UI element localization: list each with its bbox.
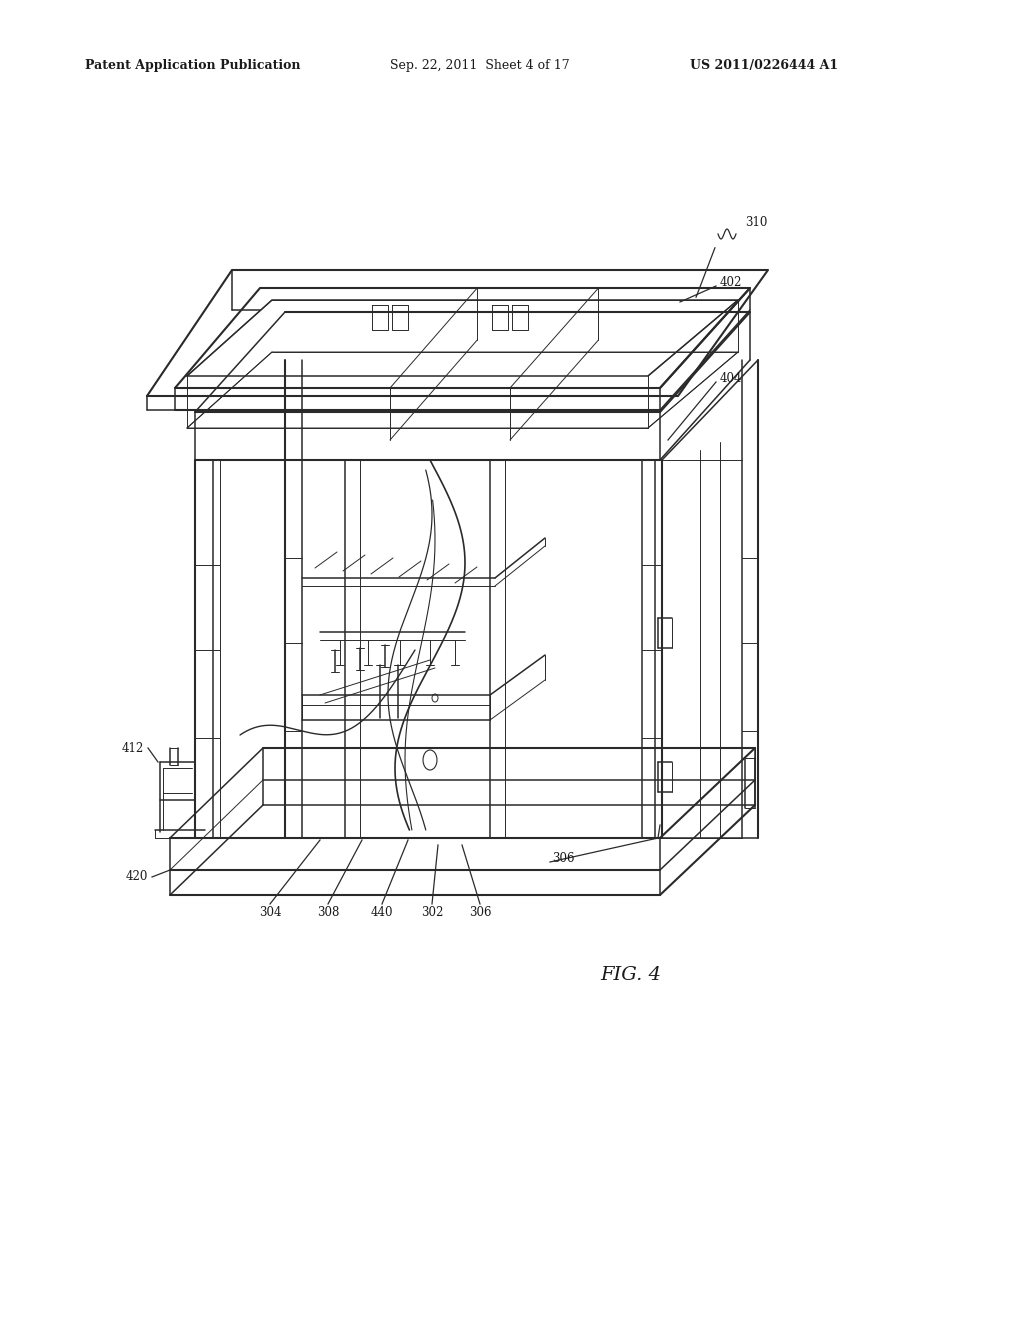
Text: Patent Application Publication: Patent Application Publication — [85, 58, 300, 71]
Text: US 2011/0226444 A1: US 2011/0226444 A1 — [690, 58, 838, 71]
Text: 412: 412 — [122, 742, 144, 755]
Text: 304: 304 — [259, 906, 282, 919]
Text: 404: 404 — [720, 371, 742, 384]
Text: 402: 402 — [720, 276, 742, 289]
Text: Sep. 22, 2011  Sheet 4 of 17: Sep. 22, 2011 Sheet 4 of 17 — [390, 58, 569, 71]
Text: 440: 440 — [371, 906, 393, 919]
Text: 306: 306 — [469, 906, 492, 919]
Text: 306: 306 — [552, 851, 574, 865]
Text: 310: 310 — [745, 215, 767, 228]
Text: 420: 420 — [126, 870, 148, 883]
Text: 308: 308 — [316, 906, 339, 919]
Text: FIG. 4: FIG. 4 — [600, 966, 662, 983]
Text: 302: 302 — [421, 906, 443, 919]
